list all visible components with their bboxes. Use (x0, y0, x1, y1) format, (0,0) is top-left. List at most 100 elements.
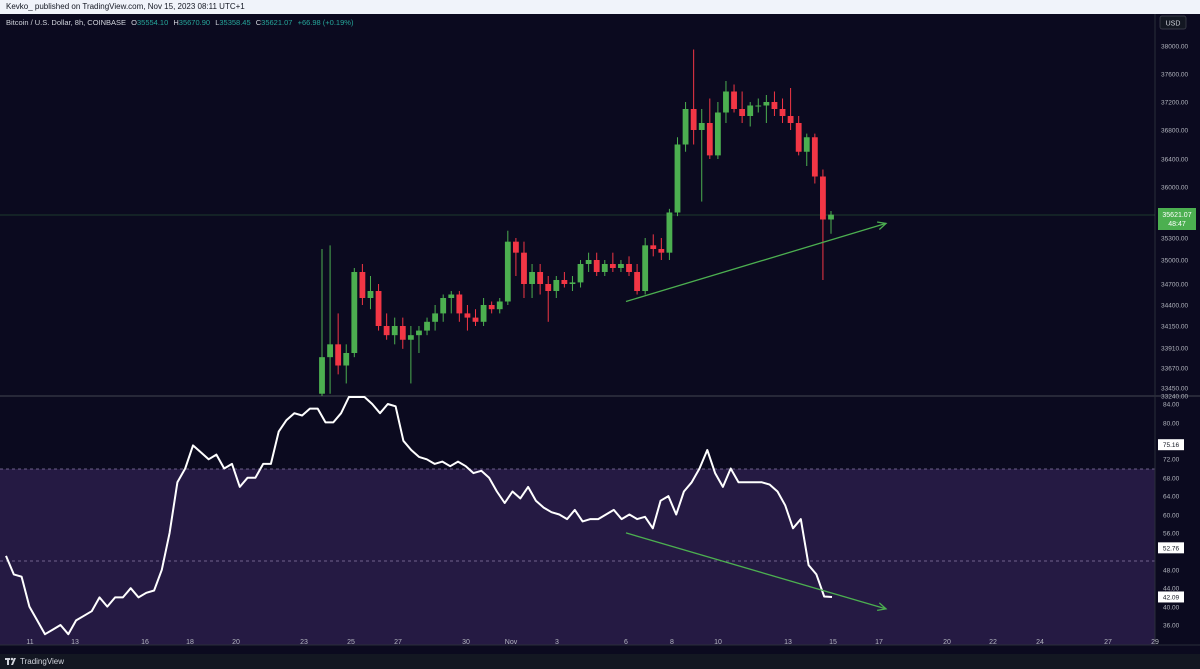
candle-body (521, 252, 527, 284)
candle-body (335, 344, 342, 366)
candle-body (714, 112, 721, 156)
candle-body (343, 353, 350, 366)
rsi-value-badge-label: 52.76 (1163, 545, 1180, 552)
chart-container[interactable]: Bitcoin / U.S. Dollar, 8h, COINBASE O355… (0, 14, 1200, 654)
time-tick-label: 23 (300, 639, 308, 646)
time-tick-label: 22 (989, 639, 997, 646)
price-tick-label: 37600.00 (1161, 72, 1188, 79)
time-tick-label: 15 (829, 639, 837, 646)
rsi-tick-label: 60.00 (1163, 513, 1180, 520)
price-tick-label: 35300.00 (1161, 236, 1188, 243)
rsi-axis[interactable]: 84.00 80.00 72.00 68.00 64.00 60.00 56.00 48.00… (1163, 402, 1180, 630)
time-tick-label: 27 (1104, 639, 1112, 646)
candle-body (496, 301, 503, 310)
legend-symbol: Bitcoin / U.S. Dollar, 8h, COINBASE (6, 18, 126, 27)
rsi-value-badge-label: 75.16 (1163, 442, 1180, 449)
time-tick-label: 20 (232, 639, 240, 646)
rsi-tick-label: 80.00 (1163, 421, 1180, 428)
candle-body (795, 123, 802, 152)
trend-arrow-line[interactable] (625, 532, 887, 610)
brand-name: TradingView (20, 657, 65, 666)
candle-body (488, 305, 495, 310)
rsi-tick-label: 36.00 (1163, 623, 1180, 630)
time-tick-label: 18 (186, 639, 194, 646)
candle-body (504, 241, 511, 302)
candle-body (706, 123, 713, 156)
rsi-band (0, 469, 1155, 645)
candle-body (723, 91, 729, 113)
rsi-tick-label: 48.00 (1163, 568, 1180, 575)
time-axis[interactable]: 11 13 16 18 20 23 25 27 30 Nov 3 6 8 10 13 15 17 20 22 24 27… (26, 639, 1159, 646)
time-tick-label: 24 (1036, 639, 1044, 646)
legend: Bitcoin / U.S. Dollar, 8h, COINBASE O355… (6, 18, 354, 27)
legend-open-value: 35554.10 (137, 18, 168, 27)
time-tick-label: 6 (624, 639, 628, 646)
candle-body (351, 272, 358, 353)
candle-body (731, 91, 737, 109)
rsi-value-badge (1158, 439, 1184, 451)
currency-badge-label: USD (1166, 21, 1181, 28)
time-tick-label: 3 (555, 639, 559, 646)
time-tick-label: 30 (462, 639, 470, 646)
candle-body (763, 102, 770, 106)
publish-line: Kevko_ published on TradingView.com, Nov… (6, 2, 245, 11)
candle-body (755, 105, 762, 107)
candle-body (674, 144, 681, 213)
candle-body (658, 249, 665, 253)
candle-body (779, 109, 786, 116)
candle-body (666, 212, 673, 253)
candle-body (480, 305, 487, 322)
candle-body (771, 102, 778, 109)
time-tick-label: 8 (670, 639, 674, 646)
legend-change: +66.98 (+0.19%) (298, 18, 354, 27)
legend-high-value: 35670.90 (179, 18, 210, 27)
candle-body (472, 317, 479, 322)
candle-body (787, 116, 794, 123)
rsi-line (5, 396, 833, 636)
legend-close-label: C (256, 18, 262, 27)
trend-arrow-head (877, 602, 888, 612)
price-tick-label: 33670.00 (1161, 366, 1188, 373)
rsi-value-badge (1158, 591, 1184, 603)
rsi-tick-label: 72.00 (1163, 457, 1180, 464)
candle-body (569, 282, 576, 284)
time-tick-label: 25 (347, 639, 355, 646)
candle-body (319, 357, 325, 394)
time-tick-label: Nov (505, 639, 518, 646)
price-tick-label: 33240.00 (1161, 394, 1188, 401)
price-axis[interactable]: 38000.00 37600.00 37200.00 36800.00 36400.00… (1161, 44, 1188, 401)
tradingview-chart[interactable]: Bitcoin / U.S. Dollar, 8h, COINBASE O355… (0, 14, 1200, 654)
candle-body (811, 137, 818, 177)
candle-body (407, 335, 414, 340)
candle-body (432, 313, 439, 322)
candle-body (456, 294, 463, 314)
candle-body (537, 272, 544, 284)
trend-arrow-line[interactable] (625, 222, 887, 303)
candle-body (375, 291, 382, 326)
candle-body (327, 344, 333, 358)
candle-body (399, 326, 406, 340)
time-tick-label: 16 (141, 639, 149, 646)
price-tick-label: 37200.00 (1161, 100, 1188, 107)
price-tick-label: 36000.00 (1161, 185, 1188, 192)
legend-low-value: 35358.45 (219, 18, 250, 27)
legend-open-label: O (131, 18, 137, 27)
candle-body (601, 264, 608, 272)
currency-badge[interactable] (1159, 15, 1187, 30)
price-tick-label: 33910.00 (1161, 346, 1188, 353)
candle-body (650, 245, 657, 249)
candle-body (424, 321, 430, 331)
candle-body (690, 109, 697, 130)
time-tick-label: 11 (26, 639, 33, 646)
price-tick-label: 34150.00 (1161, 324, 1188, 331)
time-tick-label: 20 (943, 639, 951, 646)
time-tick-label: 13 (784, 639, 792, 646)
price-tick-label: 34400.00 (1161, 303, 1188, 310)
price-tick-label: 38000.00 (1161, 44, 1188, 51)
trend-annotations[interactable] (625, 221, 888, 612)
candle-body (803, 137, 810, 152)
trend-arrow-head (877, 221, 888, 230)
candle-body (359, 272, 366, 298)
publish-header: Kevko_ published on TradingView.com, Nov… (0, 0, 1200, 14)
rsi-tick-label: 40.00 (1163, 605, 1180, 612)
